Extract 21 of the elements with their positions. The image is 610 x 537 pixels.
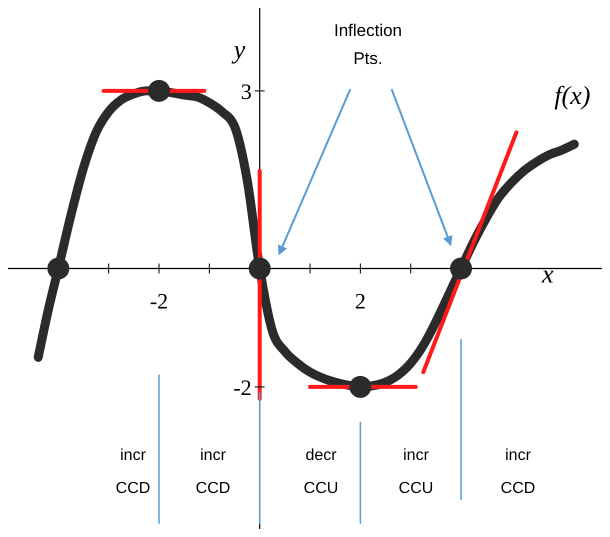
annotation: incr: [200, 447, 227, 464]
point: [248, 258, 271, 280]
annotation: CCD: [500, 480, 536, 497]
annotation: incr: [403, 447, 430, 464]
annotation: decr: [305, 447, 338, 464]
annotation: incr: [505, 447, 532, 464]
point: [148, 80, 170, 102]
point: [47, 258, 70, 280]
annotation: CCU: [304, 480, 338, 497]
x-axis-title: x: [541, 260, 554, 288]
x-tick-label: 2: [354, 288, 366, 314]
series-label: f(x): [554, 81, 590, 110]
y-tick-label: 3: [240, 78, 252, 104]
annotation: Inflection Pts.: [334, 21, 402, 68]
point: [349, 376, 372, 398]
annotation: CCD: [116, 480, 150, 497]
y-axis-title: y: [230, 35, 246, 64]
annotation: CCU: [398, 480, 434, 497]
point: [450, 258, 472, 280]
annotation: incr: [120, 447, 147, 464]
annotation: CCD: [196, 480, 230, 497]
